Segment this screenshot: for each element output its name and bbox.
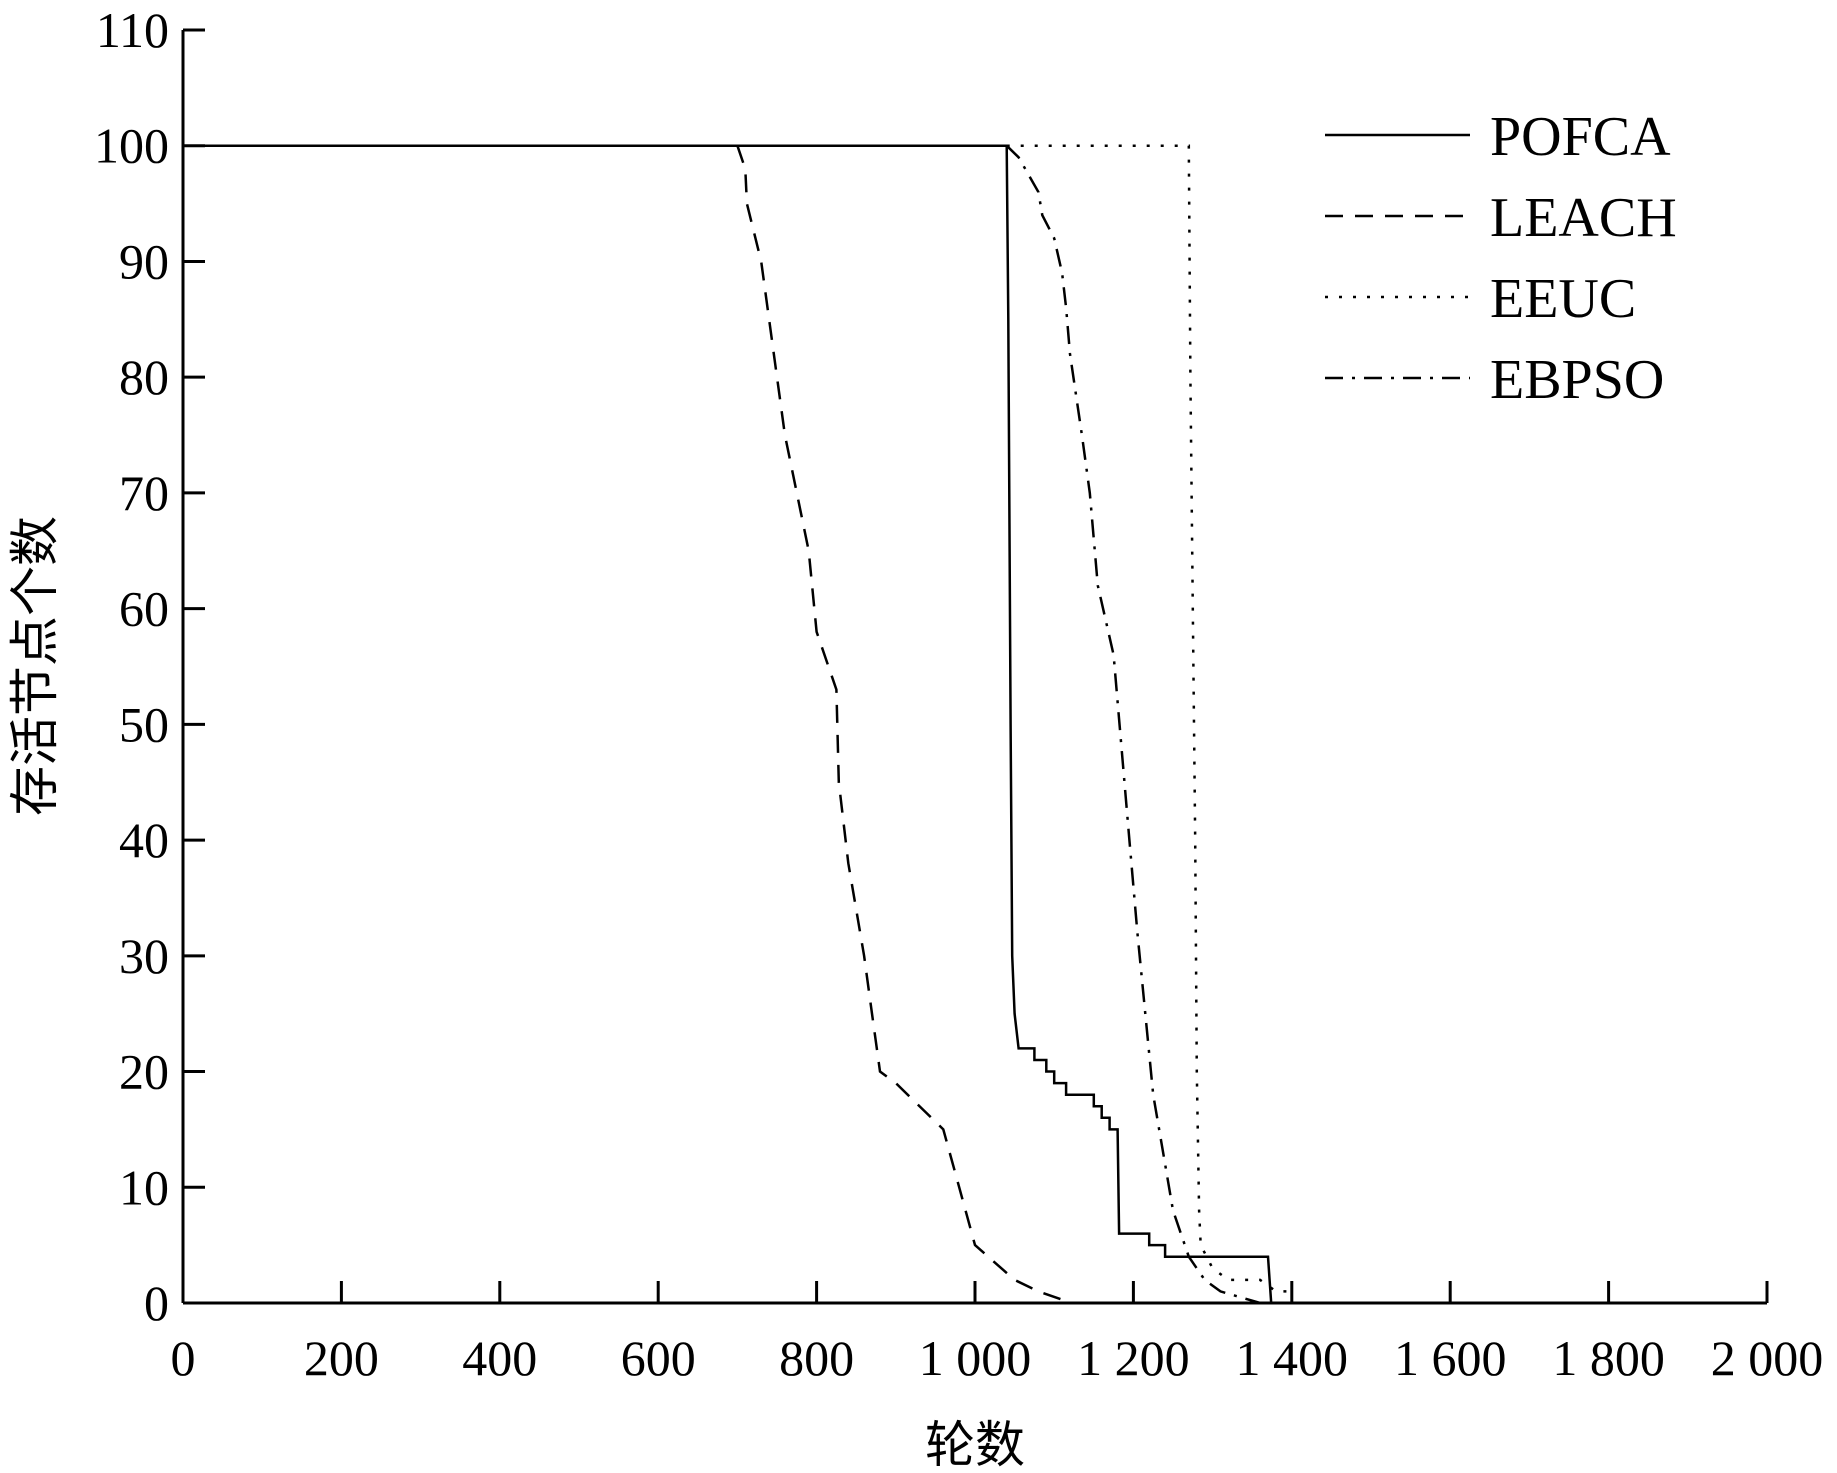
- ticks: 0 200 400 600 800 1 000 1 200 1 400 1 600 1 800 2 …: [94, 2, 1823, 1386]
- x-tick-label: 2 000: [1711, 1330, 1824, 1386]
- y-tick-label: 0: [144, 1275, 169, 1331]
- x-tick-label: 800: [779, 1330, 854, 1386]
- legend-label-ebpso: EBPSO: [1490, 349, 1664, 411]
- y-tick-label: 50: [119, 696, 169, 752]
- legend-label-eeuc: EEUC: [1490, 268, 1636, 330]
- y-tick-label: 110: [96, 2, 169, 58]
- x-tick-label: 200: [304, 1330, 379, 1386]
- y-tick-label: 20: [119, 1044, 169, 1100]
- y-tick-label: 70: [119, 465, 169, 521]
- x-axis-title: 轮数: [925, 1416, 1025, 1473]
- y-tick-label: 40: [119, 812, 169, 868]
- x-tick-label: 0: [171, 1330, 196, 1386]
- x-tick-label: 1 200: [1077, 1330, 1190, 1386]
- series-line-ebpso: [1005, 144, 1261, 1305]
- x-tick-label: 1 000: [919, 1330, 1032, 1386]
- y-tick-label: 60: [119, 581, 169, 637]
- series-line-eeuc: [1006, 144, 1292, 1293]
- x-tick-label: 1 400: [1236, 1330, 1349, 1386]
- x-tick-label: 1 800: [1552, 1330, 1665, 1386]
- series-group: [183, 144, 1292, 1305]
- x-tick-label: 400: [462, 1330, 537, 1386]
- legend: POFCA LEACH EEUC EBPSO: [1325, 106, 1677, 411]
- legend-label-leach: LEACH: [1490, 187, 1677, 249]
- legend-label-pofca: POFCA: [1490, 106, 1671, 168]
- y-tick-label: 30: [119, 928, 169, 984]
- series-line-pofca: [183, 144, 1273, 1304]
- y-axis-title: 存活节点个数: [6, 516, 64, 816]
- y-tick-label: 10: [119, 1159, 169, 1215]
- y-tick-label: 100: [94, 118, 169, 174]
- x-tick-label: 600: [621, 1330, 696, 1386]
- x-tick-label: 1 600: [1394, 1330, 1507, 1386]
- y-tick-label: 80: [119, 349, 169, 405]
- series-line-leach: [736, 145, 1073, 1305]
- y-tick-label: 90: [119, 233, 169, 289]
